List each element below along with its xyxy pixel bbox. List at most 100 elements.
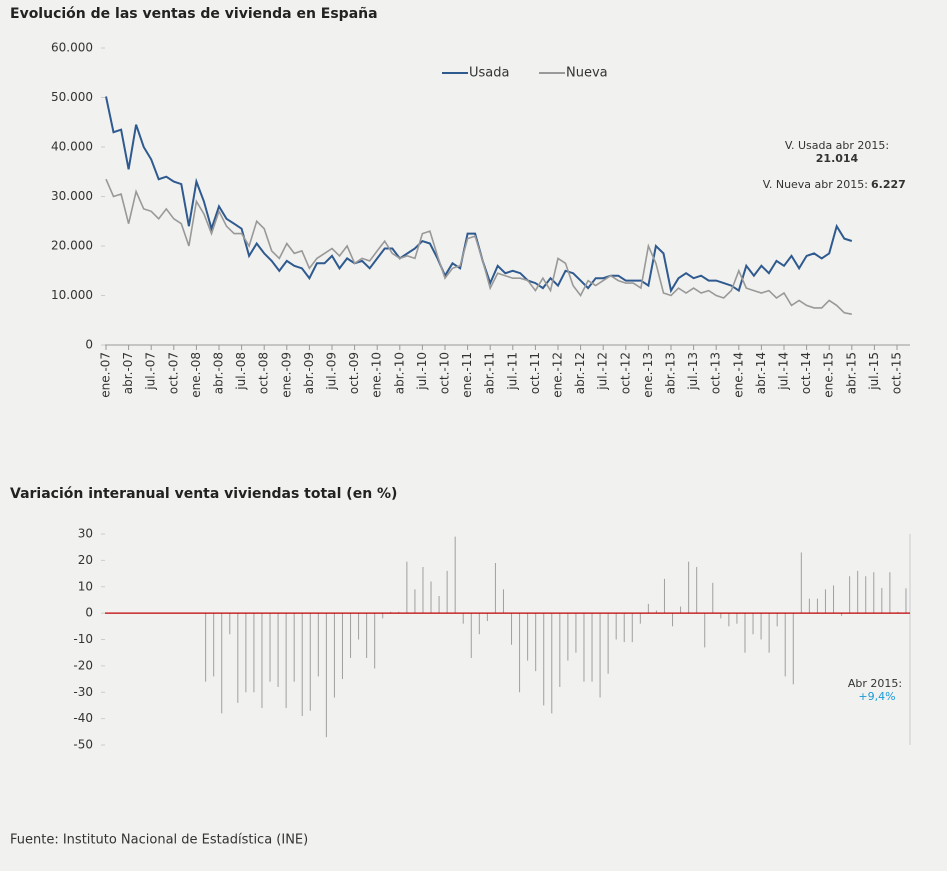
- bar: [889, 572, 891, 614]
- x-tick-label: oct.-15: [890, 352, 904, 394]
- x-tick-label: oct.-08: [257, 352, 271, 394]
- x-tick-label: jul.-09: [325, 352, 339, 391]
- y-tick-label: 20.000: [51, 239, 93, 253]
- y-tick-label: 60.000: [51, 41, 93, 55]
- x-tick-label: oct.-13: [709, 352, 723, 394]
- x-tick-label: jul.-15: [867, 352, 881, 391]
- x-tick-label: ene.-15: [822, 352, 836, 398]
- bar: [599, 613, 601, 698]
- y-tick-label: 0: [85, 606, 93, 620]
- bar: [309, 613, 311, 711]
- bar: [663, 578, 665, 614]
- legend-label: Usada: [469, 66, 509, 81]
- line-series: [105, 178, 852, 315]
- x-tick-label: jul.-13: [686, 352, 700, 391]
- bar: [430, 581, 432, 614]
- bar: [712, 582, 714, 614]
- x-tick-label: abr.-13: [664, 352, 678, 394]
- bar: [358, 613, 360, 640]
- x-tick-label: abr.-11: [483, 352, 497, 394]
- x-tick-label: ene.-07: [99, 352, 113, 398]
- bar: [865, 576, 867, 614]
- legend-label: Nueva: [566, 66, 608, 81]
- y-tick-label: -40: [73, 711, 93, 725]
- bar: [816, 598, 818, 614]
- x-tick-label: jul.-10: [415, 352, 429, 391]
- bar: [760, 613, 762, 640]
- bar: [519, 613, 521, 693]
- y-tick-label: -10: [73, 632, 93, 646]
- x-tick-label: abr.-07: [121, 352, 135, 394]
- bar: [261, 613, 263, 709]
- bar: [615, 613, 617, 640]
- x-tick-label: oct.-10: [438, 352, 452, 394]
- x-tick-label: abr.-09: [302, 352, 316, 394]
- x-tick-label: abr.-10: [392, 352, 406, 394]
- y-tick-label: -30: [73, 685, 93, 699]
- bar: [277, 613, 279, 687]
- x-tick-label: ene.-14: [731, 352, 745, 398]
- bar: [438, 595, 440, 614]
- bar: [672, 613, 674, 627]
- bar: [317, 613, 319, 677]
- bar: [824, 589, 826, 614]
- bar: [833, 585, 835, 614]
- y-tick-label: -50: [73, 738, 93, 752]
- bar: [446, 570, 448, 614]
- bar: [728, 613, 730, 627]
- bar: [511, 613, 513, 645]
- bar: [325, 613, 327, 738]
- bar: [478, 613, 480, 635]
- bar: [422, 566, 424, 614]
- bar: [857, 570, 859, 614]
- y-tick-label: 10.000: [51, 288, 93, 302]
- bar: [229, 613, 231, 635]
- bar: [784, 613, 786, 677]
- bar: [768, 613, 770, 653]
- bar: [897, 611, 899, 614]
- bar: [414, 589, 416, 614]
- bar: [398, 611, 400, 614]
- annotation: Abr 2015:: [848, 677, 902, 690]
- chart-title: Evolución de las ventas de vivienda en E…: [10, 6, 378, 22]
- x-tick-label: ene.-08: [189, 352, 203, 398]
- bar: [245, 613, 247, 693]
- bar: [221, 613, 223, 714]
- bar: [253, 613, 255, 693]
- x-tick-label: jul.-08: [234, 352, 248, 391]
- bar: [720, 613, 722, 619]
- bar: [502, 589, 504, 614]
- y-tick-label: 30.000: [51, 189, 93, 203]
- y-tick-label: 40.000: [51, 140, 93, 154]
- bar: [390, 611, 392, 614]
- x-tick-label: ene.-10: [370, 352, 384, 398]
- bar: [639, 613, 641, 624]
- x-tick-label: oct.-07: [166, 352, 180, 394]
- bar: [736, 613, 738, 624]
- bar: [752, 613, 754, 635]
- bar: [631, 613, 633, 643]
- bar: [366, 613, 368, 658]
- bar: [841, 613, 843, 616]
- bar: [655, 610, 657, 614]
- x-tick-label: oct.-12: [618, 352, 632, 394]
- bar: [800, 552, 802, 614]
- annotation: V. Usada abr 2015:: [785, 139, 889, 152]
- bar: [341, 613, 343, 680]
- bar: [406, 561, 408, 614]
- bar: [382, 613, 384, 619]
- bar: [527, 613, 529, 661]
- bar: [462, 613, 464, 624]
- bar: [374, 613, 376, 669]
- bar: [551, 613, 553, 714]
- bar: [696, 566, 698, 614]
- bar: [873, 572, 875, 614]
- y-tick-label: 30: [78, 527, 93, 541]
- bar: [583, 613, 585, 682]
- bar: [905, 588, 907, 614]
- bar: [776, 613, 778, 627]
- bar: [205, 613, 207, 682]
- y-tick-label: -20: [73, 658, 93, 672]
- x-tick-label: jul.-11: [505, 352, 519, 391]
